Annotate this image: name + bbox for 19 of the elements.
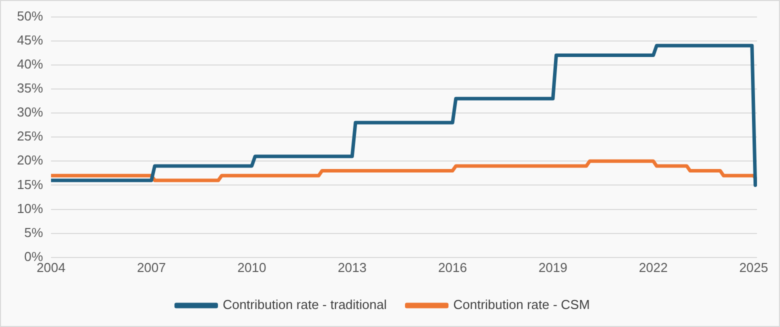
x-tick-label: 2016: [438, 260, 467, 275]
y-tick-label: 50%: [16, 8, 44, 24]
y-tick-label: 35%: [16, 80, 44, 96]
legend-label: Contribution rate - traditional: [222, 297, 387, 312]
x-tick-label: 2019: [538, 260, 568, 275]
x-tick-label: 2010: [237, 260, 266, 275]
y-tick-label: 30%: [16, 104, 44, 120]
y-tick-label: 45%: [16, 32, 44, 48]
y-tick-label: 25%: [16, 128, 44, 144]
y-tick-label: 5%: [24, 224, 44, 240]
legend-label: Contribution rate - CSM: [453, 297, 590, 312]
x-tick-label: 2025: [739, 260, 768, 275]
y-tick-label: 15%: [16, 176, 44, 192]
y-tick-label: 20%: [16, 152, 44, 168]
x-tick-label: 2007: [136, 260, 166, 275]
y-tick-label: 10%: [16, 200, 44, 216]
y-tick-label: 40%: [16, 56, 44, 72]
x-tick-label: 2013: [338, 260, 367, 275]
x-tick-label: 2022: [638, 260, 668, 275]
